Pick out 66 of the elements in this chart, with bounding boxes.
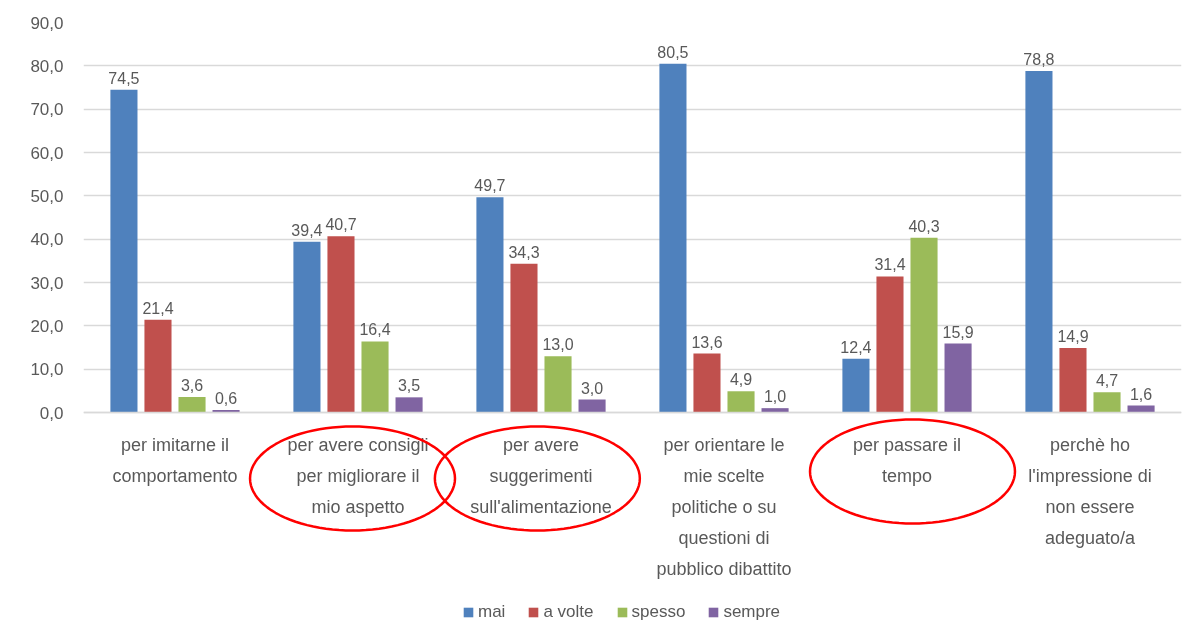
data-label: 1,0 (763, 388, 787, 406)
bar (910, 237, 938, 413)
bar (510, 263, 538, 413)
data-label: 31,4 (874, 256, 906, 274)
legend-label: mai (478, 602, 506, 622)
bar (727, 391, 755, 413)
data-label: 3,0 (580, 379, 604, 397)
data-label: 39,4 (291, 221, 323, 239)
bar (476, 197, 504, 413)
bar (842, 358, 870, 413)
legend-label: spesso (631, 602, 686, 622)
bar (761, 408, 789, 413)
y-tick-label: 90,0 (30, 13, 64, 33)
data-label: 12,4 (840, 338, 872, 356)
y-tick-label: 0,0 (39, 403, 64, 423)
data-label: 14,9 (1057, 327, 1089, 345)
bar (144, 319, 172, 413)
data-label: 21,4 (142, 299, 174, 317)
y-tick-label: 40,0 (30, 230, 64, 250)
legend-label: sempre (723, 602, 781, 622)
data-label: 3,6 (180, 376, 204, 394)
data-label: 1,6 (1129, 385, 1153, 403)
x-tick-label: per avere suggerimenti sull'alimentazione (470, 434, 612, 517)
x-tick-label: per avere consigli per migliorare il mio aspetto (287, 434, 429, 517)
data-label: 15,9 (942, 323, 974, 341)
y-tick-label: 10,0 (30, 360, 64, 380)
data-label: 40,7 (325, 216, 357, 234)
data-label: 49,7 (474, 177, 506, 195)
bar (544, 356, 572, 413)
bar (693, 353, 721, 413)
bar (178, 396, 206, 413)
y-tick-label: 20,0 (30, 316, 64, 336)
data-label: 13,6 (691, 333, 723, 351)
x-tick-label: perchè ho l'impressione di non essere adeguato/a (1028, 434, 1152, 548)
y-tick-label: 80,0 (30, 56, 64, 76)
x-tick-label: per orientare le mie scelte politiche o su questioni di pubblico dibattito (656, 434, 792, 579)
data-label: 40,3 (908, 217, 940, 235)
bar (659, 63, 687, 413)
x-tick-label: per imitarne il comportamento (112, 434, 238, 486)
data-label: 80,5 (657, 43, 689, 61)
y-tick-label: 50,0 (30, 186, 64, 206)
data-label: 74,5 (108, 69, 140, 87)
x-tick-label: per passare il tempo (852, 434, 962, 486)
y-tick-label: 70,0 (30, 100, 64, 120)
data-label: 4,7 (1095, 372, 1119, 390)
data-label: 0,6 (214, 389, 238, 407)
bar (1025, 71, 1053, 413)
data-label: 3,5 (397, 377, 421, 395)
bar (578, 399, 606, 413)
legend-label: a volte (543, 602, 594, 622)
data-label: 13,0 (542, 336, 574, 354)
data-label: 78,8 (1023, 51, 1055, 69)
bar (327, 236, 355, 413)
bar (944, 343, 972, 413)
bar (1059, 347, 1087, 413)
data-label: 16,4 (359, 321, 391, 339)
y-tick-label: 30,0 (30, 273, 64, 293)
data-label: 34,3 (508, 243, 540, 261)
bar (876, 276, 904, 413)
bar (293, 241, 321, 413)
data-label: 4,9 (729, 371, 753, 389)
bar (395, 397, 423, 413)
bar (361, 341, 389, 413)
bar (1093, 392, 1121, 413)
y-tick-label: 60,0 (30, 143, 64, 163)
bar (110, 89, 138, 413)
